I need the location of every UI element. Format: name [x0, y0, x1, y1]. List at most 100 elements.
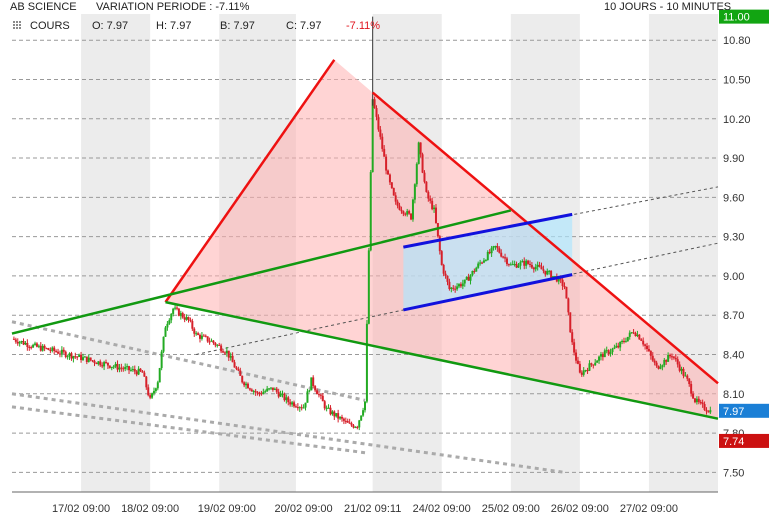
candle-body [521, 260, 524, 263]
candle-body [149, 395, 152, 398]
candle-body [690, 383, 693, 394]
candle-body [429, 198, 432, 201]
candle-body [158, 368, 161, 383]
candle-body [463, 279, 466, 284]
candle-body [147, 387, 150, 396]
candle-body [166, 323, 169, 328]
candle-body [605, 350, 608, 352]
candle-body [22, 341, 25, 345]
candle-body [431, 200, 434, 210]
candle-body [114, 363, 117, 367]
candle-body [417, 142, 420, 164]
candle-body [528, 263, 531, 265]
candle-body [433, 207, 436, 210]
candle-body [406, 211, 409, 215]
candle-body [12, 338, 15, 340]
candle-body [628, 332, 631, 337]
candle-body [168, 320, 171, 324]
candle-body [304, 402, 307, 408]
candle-body [87, 357, 90, 362]
candle-body [705, 409, 708, 412]
candle-body [686, 375, 689, 379]
candle-body [216, 344, 219, 346]
candle-body [517, 265, 520, 268]
candle-body [542, 269, 545, 271]
candle-body [49, 350, 52, 352]
candle-body [340, 416, 343, 419]
candle-body [646, 345, 649, 349]
candle-body [296, 406, 299, 409]
candle-body [273, 388, 276, 390]
blue-trendline [403, 212, 573, 249]
candle-body [16, 341, 19, 344]
y-tick-label: 9.30 [723, 232, 744, 244]
candle-body [300, 407, 303, 409]
candle-body [550, 270, 553, 278]
candle-body [486, 251, 489, 261]
low-price-badge: 7.74 [723, 436, 744, 448]
period-label: 10 JOURS - 10 MINUTES [604, 1, 732, 13]
candle-body [43, 345, 46, 349]
candle-body [41, 345, 44, 351]
candle-body [89, 357, 92, 361]
candle-body [496, 245, 499, 249]
candle-body [569, 312, 572, 333]
candle-body [362, 410, 365, 416]
candle-body [703, 404, 706, 410]
candle-body [603, 350, 606, 358]
candle-body [160, 351, 163, 369]
candle-body [663, 359, 666, 366]
candle-body [619, 342, 622, 348]
candle-body [484, 260, 487, 262]
candle-body [204, 335, 207, 337]
candle-body [344, 420, 347, 422]
candle-body [461, 283, 464, 287]
candle-body [287, 397, 290, 403]
candle-body [538, 264, 541, 267]
candle-body [74, 356, 77, 358]
x-tick-label: 25/02 09:00 [482, 503, 540, 515]
candle-body [51, 347, 54, 351]
candle-body [358, 420, 361, 428]
candle-body [239, 370, 242, 376]
candle-body [515, 263, 518, 268]
candle-body [644, 344, 647, 346]
candle-body [200, 335, 203, 339]
candle-body [665, 359, 668, 362]
series-settings-icon[interactable] [12, 20, 22, 30]
candle-body [594, 362, 597, 366]
candlesticks [12, 16, 712, 431]
candle-body [327, 407, 330, 409]
high-value: H: 7.97 [156, 20, 192, 32]
candle-body [137, 368, 140, 375]
candle-body [649, 351, 652, 356]
candle-body [527, 260, 530, 264]
candle-body [231, 355, 234, 363]
candle-body [294, 406, 297, 408]
candle-body [467, 276, 470, 281]
x-tick-label: 18/02 09:00 [121, 503, 179, 515]
candle-body [271, 387, 274, 390]
candle-body [34, 343, 37, 345]
candle-body [469, 275, 472, 281]
candle-body [225, 350, 228, 354]
candle-body [348, 422, 351, 424]
candle-body [621, 340, 624, 343]
y-tick-label: 9.60 [723, 192, 744, 204]
candle-body [350, 423, 353, 426]
candle-body [214, 342, 217, 346]
candle-body [576, 360, 579, 364]
top-price-badge-bg [719, 9, 769, 24]
candle-body [421, 154, 424, 173]
candle-body [258, 392, 261, 394]
candle-body [181, 313, 184, 318]
candle-body [116, 363, 119, 370]
x-tick-label: 20/02 09:00 [275, 503, 333, 515]
candle-body [636, 334, 639, 337]
candle-body [45, 348, 48, 350]
candle-body [498, 248, 501, 253]
candle-body [152, 391, 155, 394]
candle-body [293, 402, 296, 407]
channel-fill [403, 214, 573, 310]
candle-body [571, 332, 574, 343]
